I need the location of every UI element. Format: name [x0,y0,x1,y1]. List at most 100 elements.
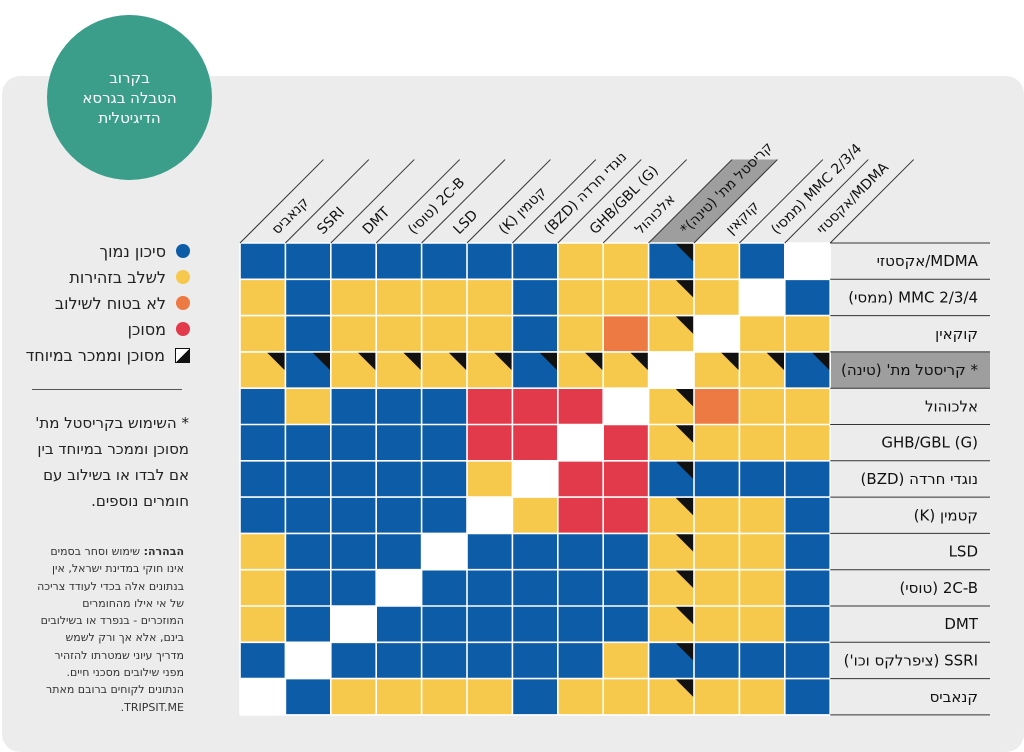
matrix-cell [603,315,649,352]
matrix-cell [557,315,604,352]
legend-label: לשלב בזהירות [69,267,166,287]
header-diagonal-line [829,159,914,244]
matrix-cell [603,243,649,280]
matrix-cell [739,678,785,715]
dangerous-addictive-mark [584,351,604,371]
row-label: * קריסטל מת' (טינה) [841,361,979,379]
matrix-cell [421,424,467,461]
matrix-cell [285,569,331,606]
matrix-cell [739,315,785,352]
matrix-cell [784,388,831,425]
matrix-cell [467,315,513,352]
matrix-cell [512,642,558,679]
dangerous-addictive-mark [720,351,740,371]
dangerous-addictive-mark [811,351,831,371]
matrix-cell [330,243,377,280]
blue-dot-icon [176,244,190,258]
coming-soon-badge: בקרוב הטבלה בגרסא הדיגיטלית [47,15,212,180]
row-label: LSD [949,543,978,561]
dangerous-addictive-mark [311,351,331,371]
matrix-cell [739,569,785,606]
column-header-label: נוגדי חרדה (BZD) [541,149,630,238]
matrix-cell [285,678,331,715]
matrix-cell [512,533,558,570]
matrix-cell [240,388,286,425]
matrix-cell [739,642,785,679]
matrix-cell [557,569,604,606]
matrix-cell [694,642,740,679]
matrix-cell [421,533,467,570]
matrix-cell [285,243,331,280]
row-label: קוקאין [935,325,978,343]
matrix-cell [694,315,740,352]
matrix-cell [285,460,331,498]
dangerous-addictive-mark [448,351,467,371]
dangerous-addictive-mark [675,460,694,480]
half-black-square-icon [175,347,190,363]
matrix-cell [467,678,513,715]
matrix-cell [739,279,785,316]
matrix-cell [694,606,740,643]
matrix-cell [421,497,467,534]
dangerous-addictive-mark [675,497,694,517]
matrix-cell [240,678,286,715]
matrix-cell [285,642,331,679]
row-label: DMT [944,615,978,633]
matrix-cell [739,388,785,425]
matrix-cell [467,606,513,643]
matrix-cell [376,497,422,534]
matrix-cell [512,424,558,461]
legend-label: סיכון נמוך [99,241,166,261]
matrix-cell [512,497,558,534]
matrix-cell [512,606,558,643]
matrix-cell [512,460,558,498]
matrix-cell [694,678,740,715]
matrix-cell [603,497,649,534]
matrix-cell [467,642,513,679]
highlight-column-header-band [648,159,778,243]
dangerous-addictive-mark [675,315,694,335]
matrix-cell [376,569,422,606]
matrix-cell [694,279,740,316]
matrix-cell [467,424,513,461]
header-diagonal-line [602,159,687,244]
matrix-cell [376,606,422,643]
header-diagonal-line [285,159,370,244]
matrix-cell [285,315,331,352]
legend-label: מסוכן וממכר במיוחד [25,345,165,365]
matrix-cell [467,243,513,280]
matrix-cell [240,606,286,643]
matrix-cell [784,497,831,534]
matrix-cell [557,533,604,570]
dangerous-addictive-mark [629,351,649,371]
dangerous-addictive-mark [675,606,694,625]
matrix-cell [784,533,831,570]
matrix-cell [421,678,467,715]
row-label: קטמין (K) [914,506,978,524]
matrix-cell [376,388,422,425]
matrix-cell [784,460,831,498]
row-label: אלכוהול [925,397,978,415]
dangerous-addictive-mark [675,279,694,299]
row-label: SSRI (ציפרלקס וכו') [844,651,978,669]
matrix-cell [330,642,377,679]
legend-label: מסוכן [127,319,166,339]
matrix-cell [330,678,377,715]
matrix-cell [467,460,513,498]
dangerous-addictive-mark [765,351,785,371]
matrix-cell [512,388,558,425]
matrix-cell [603,279,649,316]
legend-label: לא בטוח לשילוב [54,293,166,313]
crystal-meth-note: * השימוש בקריסטל מת' מסוכן וממכר במיוחד … [35,414,189,510]
dangerous-addictive-mark [675,678,694,698]
matrix-cell [421,388,467,425]
matrix-cell [603,533,649,570]
matrix-cell [421,606,467,643]
matrix-cell [285,606,331,643]
matrix-cell [240,497,286,534]
matrix-cell [376,642,422,679]
matrix-cell [330,569,377,606]
matrix-cell [421,243,467,280]
matrix-cell [784,279,831,316]
matrix-cell [376,460,422,498]
